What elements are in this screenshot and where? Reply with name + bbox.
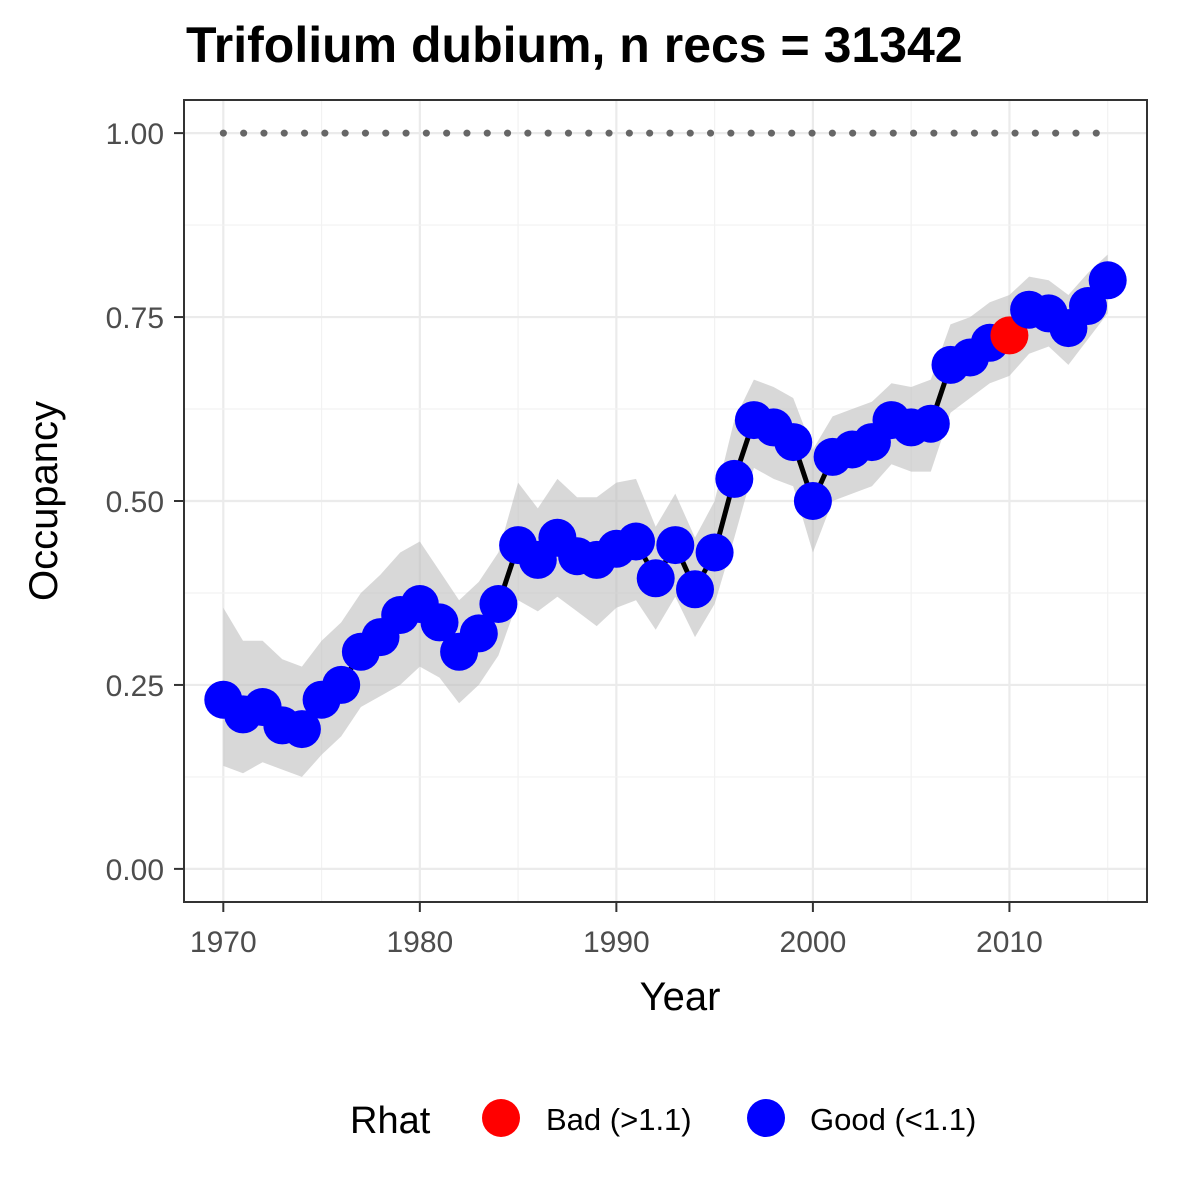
y-tick-label: 0.50	[106, 486, 164, 519]
data-point-1976	[322, 665, 361, 704]
x-tick-label: 1980	[386, 926, 453, 959]
legend-key-bad	[482, 1099, 520, 1137]
data-point-2000	[793, 482, 832, 520]
legend-title: Rhat	[350, 1100, 431, 1142]
data-point-1993	[656, 526, 695, 565]
y-axis: 0.00 0.25 0.50 0.75 1.00	[106, 118, 184, 887]
x-axis-title: Year	[640, 975, 721, 1019]
data-point-2006	[911, 404, 950, 443]
y-tick-label: 0.00	[106, 854, 164, 887]
data-point-1995	[695, 533, 734, 572]
data-point-1996	[715, 459, 754, 498]
data-point-2015	[1088, 261, 1127, 300]
data-point-1991	[617, 522, 655, 561]
data-point-1974	[282, 710, 321, 749]
data-point-1981	[420, 603, 459, 642]
legend: Rhat Bad (>1.1) Good (<1.1)	[350, 1099, 976, 1142]
data-points	[204, 261, 1127, 749]
x-axis: 1970 1980 1990 2000 2010	[190, 902, 1043, 959]
legend-label-good: Good (<1.1)	[810, 1102, 976, 1137]
plot-panel	[183, 99, 1148, 903]
data-point-2010	[990, 316, 1029, 355]
x-tick-label: 1970	[190, 926, 257, 959]
data-point-2014	[1069, 287, 1107, 325]
data-point-1999	[774, 423, 813, 462]
chart-title: Trifolium dubium, n recs = 31342	[186, 17, 963, 73]
data-point-1983	[459, 614, 498, 653]
data-point-1984	[479, 585, 518, 623]
x-tick-label: 2010	[976, 926, 1043, 959]
data-point-1992	[636, 559, 675, 598]
y-tick-label: 1.00	[106, 118, 164, 151]
legend-label-bad: Bad (>1.1)	[546, 1102, 692, 1137]
gridlines	[184, 100, 1147, 902]
y-tick-label: 0.75	[106, 302, 164, 335]
data-point-1994	[676, 570, 714, 609]
y-axis-title: Occupancy	[22, 401, 66, 601]
x-tick-label: 1990	[583, 926, 650, 959]
legend-key-good	[747, 1099, 785, 1137]
y-tick-label: 0.25	[106, 670, 164, 703]
x-tick-label: 2000	[780, 926, 847, 959]
